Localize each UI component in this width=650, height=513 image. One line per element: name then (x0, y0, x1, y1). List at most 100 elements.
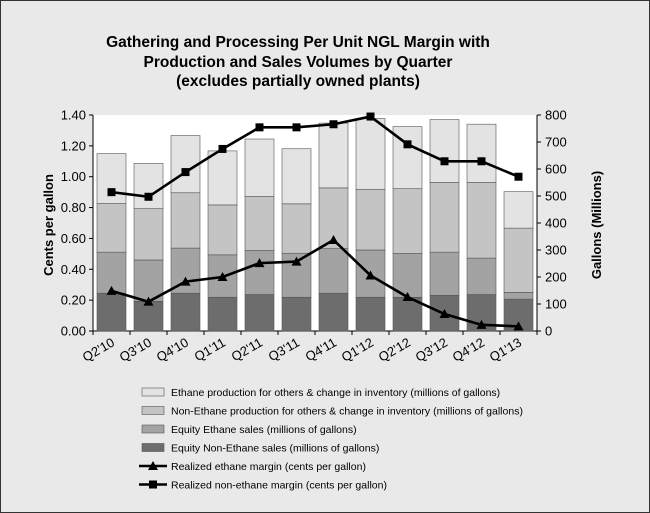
legend-label: Ethane production for others & change in… (171, 387, 500, 399)
y-right-tick-label: 200 (545, 270, 567, 285)
legend-swatch (141, 387, 165, 397)
bar-segment (244, 294, 275, 332)
legend-label: Realized ethane margin (cents per gallon… (171, 461, 366, 473)
point-marker-triangle (180, 276, 191, 286)
point-marker-square (107, 188, 116, 197)
point-marker-triangle (513, 321, 524, 331)
bar-segment (466, 257, 497, 295)
bar-segment (133, 208, 164, 261)
y-right-tick-label: 800 (545, 108, 567, 123)
bar-segment (96, 203, 127, 253)
point-marker-square (440, 157, 449, 166)
bar-segment (429, 251, 460, 296)
bar-segment (96, 292, 127, 332)
point-marker-square (366, 112, 375, 121)
legend-label: Equity Ethane sales (millions of gallons… (171, 424, 357, 436)
point-marker-square (144, 192, 153, 201)
point-marker-square (255, 123, 264, 132)
bar-segment (503, 191, 534, 229)
bar-segment (429, 119, 460, 183)
y-left-tick-label: 1.40 (61, 108, 86, 123)
point-marker-triangle (143, 296, 154, 306)
point-marker-square (181, 168, 190, 177)
bar-segment (281, 203, 312, 254)
point-marker-triangle (476, 319, 487, 329)
y-left-tick-label: 0.00 (61, 324, 86, 339)
bar-segment (318, 248, 349, 294)
bar-segment (318, 292, 349, 332)
y-right-tick-label: 700 (545, 135, 567, 150)
point-marker-triangle (328, 234, 339, 244)
line-ethane-margin (111, 238, 519, 328)
point-marker-square (477, 157, 486, 166)
point-marker-triangle (217, 272, 228, 281)
y-axis-left-title: Cents per gallon (41, 174, 56, 276)
bar-segment (392, 188, 423, 254)
y-right-tick-label: 0 (545, 324, 552, 339)
y-left-tick-label: 0.40 (61, 262, 86, 277)
y-left-tick-label: 0.80 (61, 200, 86, 215)
bar-segment (355, 296, 386, 332)
point-marker-triangle (254, 258, 265, 268)
y-left-tick-label: 0.60 (61, 231, 86, 246)
line-non-ethane-margin (111, 115, 520, 199)
bar-segment (466, 182, 497, 259)
bar-segment (207, 204, 238, 256)
legend-label: Realized non-ethane margin (cents per ga… (171, 479, 387, 491)
point-marker-triangle (439, 309, 450, 319)
bar-segment (170, 192, 201, 249)
point-marker-square (329, 120, 338, 129)
point-marker-triangle (106, 285, 117, 295)
bar-segment (244, 196, 275, 251)
legend: Ethane production for others & change in… (139, 387, 523, 491)
bar-segment (503, 227, 534, 293)
point-marker-triangle (365, 270, 376, 280)
y-right-tick-label: 300 (545, 243, 567, 258)
y-left-tick-label: 0.20 (61, 293, 86, 308)
legend-swatch (141, 406, 165, 415)
title-line-2: Production and Sales Volumes by Quarter (144, 54, 453, 71)
bar-segment (170, 135, 201, 194)
bar-segment (466, 123, 497, 183)
point-marker-triangle (148, 461, 158, 470)
bar-segment (355, 118, 386, 190)
point-marker-square (514, 172, 523, 181)
bar-segment (244, 250, 275, 295)
point-marker-square (403, 140, 412, 149)
bar-segment (503, 292, 534, 300)
y-axis-right-title: Gallons (Millions) (589, 171, 604, 279)
y-right-tick-label: 400 (545, 216, 567, 231)
point-marker-triangle (291, 256, 302, 266)
point-marker-square (292, 123, 301, 132)
y-right-tick-label: 600 (545, 162, 567, 177)
point-marker-square (149, 480, 157, 489)
point-marker-triangle (402, 292, 413, 302)
y-left-tick-label: 1.00 (61, 169, 86, 184)
bar-segment (207, 296, 238, 332)
title-line-3: (excludes partially owned plants) (176, 73, 420, 90)
legend-label: Equity Non-Ethane sales (millions of gal… (171, 442, 379, 454)
plot-area (93, 115, 537, 331)
y-right-tick-label: 500 (545, 189, 567, 204)
y-right-tick-label: 100 (545, 297, 567, 312)
bar-segment (355, 188, 386, 251)
y-left-tick-label: 1.20 (61, 138, 86, 153)
bar-segment (207, 150, 238, 206)
bar-segment (133, 259, 164, 302)
bar-segment (429, 182, 460, 253)
bar-segment (281, 148, 312, 205)
bar-segment (133, 300, 164, 332)
legend-swatch (141, 424, 165, 434)
point-marker-square (218, 144, 227, 153)
legend-swatch (141, 443, 165, 452)
bar-segment (281, 296, 312, 332)
bar-segment (318, 122, 349, 189)
bar-segment (133, 163, 164, 209)
bar-segment (170, 292, 201, 332)
legend-label: Non-Ethane production for others & chang… (171, 405, 523, 417)
bar-segment (244, 138, 275, 197)
chart-title: Gathering and Processing Per Unit NGL Ma… (106, 34, 490, 90)
title-line-1: Gathering and Processing Per Unit NGL Ma… (106, 34, 490, 51)
